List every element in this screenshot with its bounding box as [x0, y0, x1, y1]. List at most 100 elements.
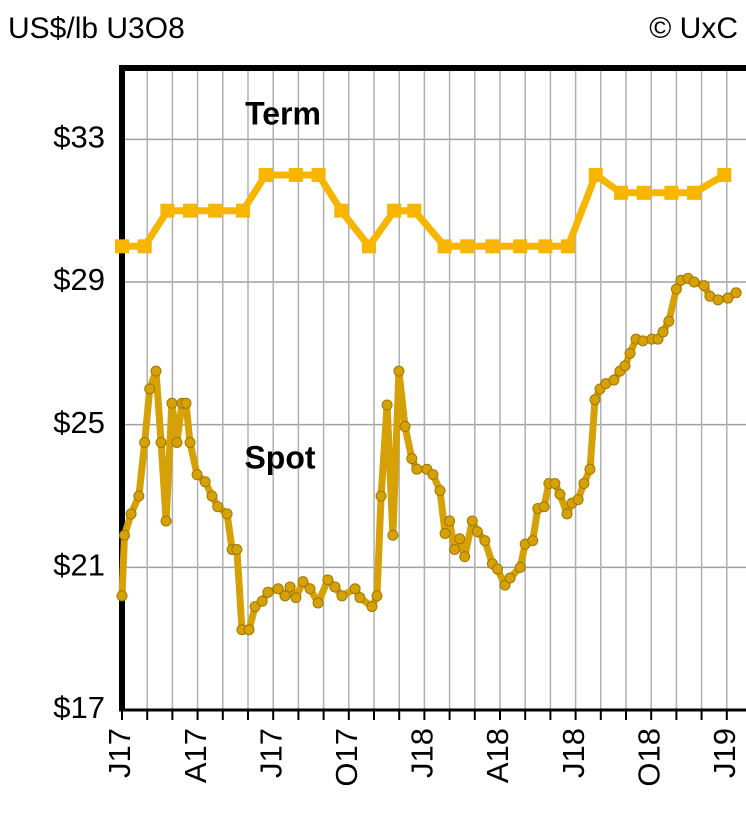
point [115, 239, 129, 254]
point [256, 595, 268, 607]
point [311, 168, 326, 182]
point [538, 239, 553, 254]
point [444, 515, 456, 527]
point [191, 469, 203, 481]
point [406, 453, 418, 465]
point [258, 168, 273, 182]
point [608, 374, 620, 386]
point [137, 239, 152, 254]
x-tick-label: O18 [631, 728, 666, 787]
point [437, 239, 452, 254]
point [375, 490, 387, 502]
point [166, 397, 178, 409]
point [199, 476, 211, 488]
point [171, 437, 183, 448]
point [366, 601, 378, 613]
point [584, 463, 596, 475]
point [150, 365, 162, 377]
point [459, 551, 471, 563]
point [155, 437, 167, 448]
point [361, 239, 376, 254]
x-tick-label: J18 [405, 728, 440, 778]
point [393, 365, 405, 377]
point [687, 185, 702, 200]
point [619, 360, 631, 372]
point [434, 485, 446, 497]
point [336, 590, 348, 602]
point [312, 597, 324, 609]
y-tick-label: $17 [53, 690, 105, 725]
point [272, 583, 284, 595]
point [160, 203, 175, 218]
point [139, 437, 151, 448]
x-tick-label: O17 [329, 728, 364, 787]
point [439, 527, 451, 539]
point [588, 168, 603, 182]
x-tick-label: A18 [480, 728, 515, 783]
point [354, 592, 366, 604]
point [513, 239, 528, 254]
point [387, 203, 402, 218]
point [561, 508, 573, 520]
y-tick-label: $33 [53, 120, 105, 155]
point [184, 437, 196, 448]
point [119, 529, 131, 541]
point [624, 347, 636, 359]
plot-frame [119, 65, 746, 710]
point [670, 283, 682, 295]
point [279, 590, 291, 602]
x-tick-label: J17 [102, 728, 137, 778]
point [334, 203, 349, 218]
point [160, 515, 172, 527]
point [284, 581, 296, 593]
point [698, 280, 710, 292]
point [399, 420, 411, 432]
x-tick-label: A17 [178, 728, 213, 783]
point [387, 529, 399, 541]
point [664, 185, 679, 200]
point [538, 501, 550, 513]
chart-title: US$/lb U3O8 [8, 12, 185, 45]
x-tick-label: J19 [707, 728, 742, 778]
point [297, 576, 309, 588]
point [657, 326, 669, 338]
point [613, 185, 628, 200]
point [663, 315, 675, 327]
point [411, 463, 423, 475]
point [180, 397, 192, 409]
point [290, 592, 302, 604]
point [730, 287, 742, 299]
y-tick-label: $21 [53, 548, 105, 583]
point [454, 533, 466, 545]
point [549, 478, 561, 490]
point [479, 535, 491, 547]
point [504, 572, 516, 584]
point [561, 239, 576, 254]
series-line [118, 274, 739, 634]
point [554, 488, 566, 500]
point [183, 203, 198, 218]
point [288, 168, 303, 182]
point [349, 583, 361, 595]
point [491, 563, 503, 575]
point [231, 544, 243, 555]
point [212, 501, 224, 513]
point [235, 203, 250, 218]
point [206, 490, 218, 502]
x-tick-label: J17 [253, 728, 288, 778]
point [578, 478, 590, 490]
point [221, 508, 233, 520]
point [116, 590, 128, 602]
point [466, 515, 478, 527]
point [407, 203, 422, 218]
point [449, 544, 461, 555]
point [329, 581, 341, 593]
y-tick-label: $25 [53, 405, 105, 440]
point [637, 335, 649, 347]
point [572, 494, 584, 506]
point [427, 469, 439, 481]
point [262, 586, 274, 598]
point [717, 168, 732, 182]
x-tick-label: J18 [556, 728, 591, 778]
